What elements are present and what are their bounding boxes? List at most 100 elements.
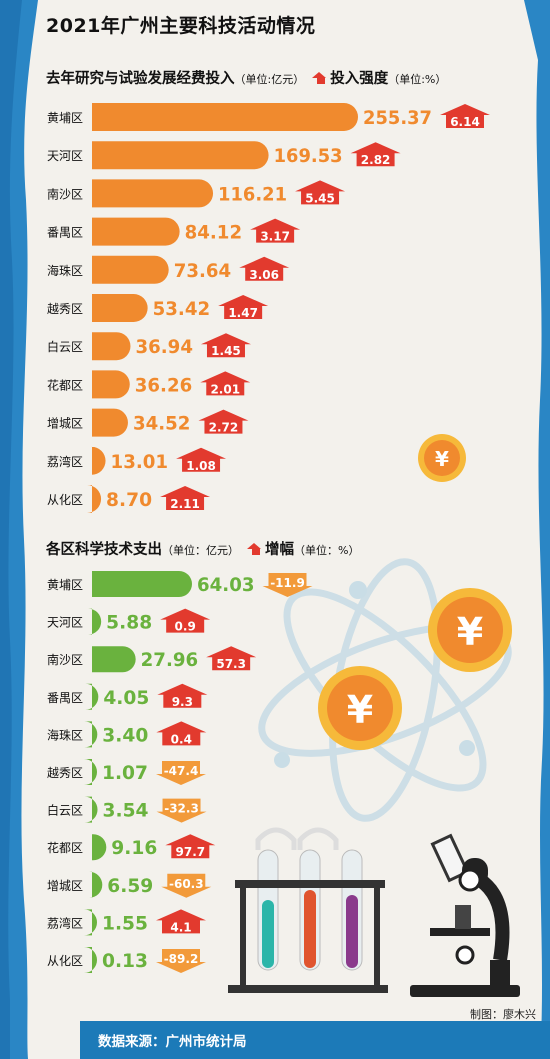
up-arrow-marker — [198, 409, 249, 434]
svg-text:¥: ¥ — [435, 447, 449, 471]
section2-legend-unit: （单位：%） — [294, 544, 360, 557]
bar-value-label: 84.12 — [185, 222, 243, 244]
section1-legend-label: 投入强度 — [330, 71, 389, 87]
change-value-label: 2.82 — [361, 153, 391, 167]
up-arrow-marker — [160, 608, 211, 633]
bar-value-label: 169.53 — [274, 145, 343, 167]
up-arrow-marker — [440, 104, 490, 128]
up-arrow-marker — [239, 256, 290, 281]
up-arrow-marker — [250, 218, 301, 243]
down-arrow-marker — [161, 873, 212, 898]
bar — [92, 834, 107, 861]
bar — [92, 332, 131, 361]
bar — [92, 646, 136, 673]
category-label: 番禺区 — [47, 226, 83, 240]
category-label: 白云区 — [47, 803, 83, 818]
category-label: 越秀区 — [47, 766, 83, 780]
change-value-label: 6.14 — [450, 115, 480, 129]
category-label: 黄埔区 — [47, 111, 83, 125]
bar-value-label: 255.37 — [363, 107, 432, 129]
change-value-label: 0.4 — [171, 732, 192, 746]
bar — [91, 446, 106, 475]
section2-unit: （单位：亿元） — [162, 544, 239, 557]
bar — [85, 683, 99, 710]
bar-value-label: 0.13 — [102, 950, 148, 972]
bar-value-label: 27.96 — [141, 649, 199, 671]
credit-text: 制图：廖木兴 — [470, 1008, 536, 1021]
change-value-label: 2.11 — [170, 497, 200, 511]
up-arrow-icon — [247, 543, 261, 549]
bar-value-label: 6.59 — [107, 875, 153, 897]
change-value-label: 0.9 — [175, 620, 196, 634]
right-wave-stripe — [524, 0, 550, 1059]
bar — [84, 721, 98, 748]
bar — [89, 871, 103, 898]
bar — [92, 408, 128, 437]
down-arrow-marker — [262, 573, 313, 597]
change-value-label: -60.3 — [169, 877, 204, 891]
up-arrow-marker — [156, 909, 206, 934]
category-label: 花都区 — [47, 840, 83, 855]
category-label: 天河区 — [47, 149, 83, 163]
category-label: 白云区 — [47, 339, 83, 354]
category-label: 海珠区 — [47, 727, 83, 742]
down-arrow-marker — [156, 949, 206, 973]
change-value-label: 2.01 — [210, 382, 240, 396]
bar — [92, 103, 358, 131]
up-arrow-marker — [200, 371, 251, 396]
bar-value-label: 3.40 — [102, 724, 148, 746]
bar-value-label: 36.26 — [135, 374, 193, 396]
bar — [84, 947, 97, 973]
up-arrow-marker — [206, 646, 257, 671]
category-label: 从化区 — [47, 493, 83, 507]
up-arrow-marker — [218, 295, 269, 319]
change-value-label: -47.4 — [164, 764, 199, 778]
bar-value-label: 36.94 — [135, 336, 193, 358]
bar-value-label: 116.21 — [218, 183, 287, 205]
category-label: 番禺区 — [47, 691, 83, 705]
change-value-label: 57.3 — [216, 657, 246, 671]
change-value-label: 4.1 — [170, 920, 191, 934]
category-label: 天河区 — [47, 616, 83, 630]
change-value-label: 97.7 — [176, 845, 206, 859]
bar — [92, 217, 180, 246]
svg-text:¥: ¥ — [347, 688, 373, 732]
category-label: 荔湾区 — [47, 915, 83, 930]
bar-value-label: 9.16 — [111, 837, 157, 859]
up-arrow-marker — [200, 333, 251, 358]
category-label: 花都区 — [47, 377, 83, 392]
section1-heading-row: 去年研究与试验发展经费投入（单位:亿元） 投入强度（单位:%） — [46, 67, 446, 88]
change-value-label: 1.08 — [186, 459, 216, 473]
bar-value-label: 34.52 — [133, 413, 191, 435]
section1-unit: （单位:亿元） — [234, 73, 305, 86]
change-value-label: 3.06 — [249, 268, 279, 282]
microscope-icon — [410, 833, 520, 997]
bar-value-label: 1.55 — [102, 912, 148, 934]
up-arrow-icon — [312, 72, 327, 78]
rd-investment-chart: 黄埔区 255.37 6.14 天河区 169.53 2.82 南沙区 116.21 5.45 番… — [47, 103, 490, 513]
change-value-label: -89.2 — [164, 952, 199, 966]
category-label: 南沙区 — [47, 652, 83, 667]
category-label: 增城区 — [47, 879, 83, 893]
category-label: 从化区 — [47, 954, 83, 968]
yuan-coin-icon: ¥ — [418, 434, 466, 482]
down-arrow-marker — [156, 798, 207, 823]
up-arrow-marker — [350, 142, 401, 167]
bar-value-label: 13.01 — [111, 451, 168, 473]
bar-value-label: 3.54 — [103, 800, 149, 822]
category-label: 荔湾区 — [47, 454, 83, 469]
section2-heading: 各区科学技术支出 — [46, 542, 162, 558]
bar — [84, 759, 97, 785]
change-value-label: 3.17 — [260, 230, 290, 244]
source-footer: 数据来源：广州市统计局 — [80, 1021, 550, 1059]
test-tube-rack-icon — [228, 827, 388, 993]
bar — [92, 294, 148, 322]
yuan-coin-icon: ¥ — [428, 588, 512, 672]
up-arrow-marker — [176, 447, 227, 472]
up-arrow-marker — [157, 683, 208, 708]
change-value-label: 5.45 — [305, 191, 335, 205]
category-label: 增城区 — [47, 417, 83, 431]
bar — [87, 485, 102, 513]
bar — [92, 179, 214, 208]
